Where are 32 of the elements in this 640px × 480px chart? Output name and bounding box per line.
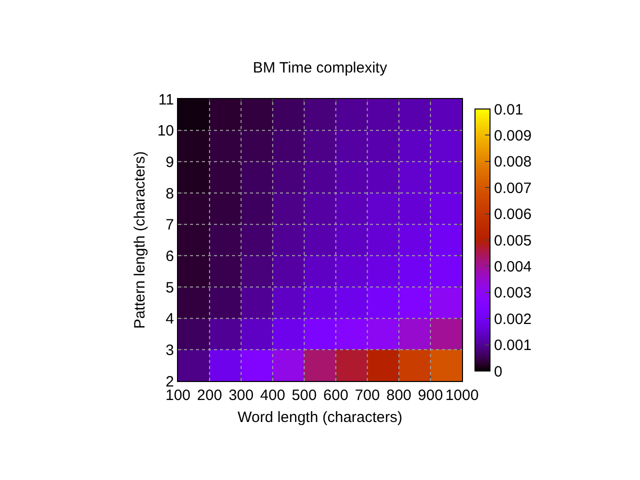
color-bar-label: 0.006 <box>494 206 532 224</box>
x-tick-label: 300 <box>228 387 254 404</box>
color-bar-label: 0.002 <box>494 310 532 328</box>
color-bar-label: 0.01 <box>494 101 524 118</box>
y-tick-label: 7 <box>166 216 174 234</box>
color-bar-label: 0 <box>494 363 502 380</box>
x-tick-label: 200 <box>197 387 222 404</box>
x-tick-label: 800 <box>386 387 412 404</box>
y-tick-label: 3 <box>166 342 174 359</box>
x-tick-label: 1000 <box>445 387 479 404</box>
color-bar-label: 0.007 <box>494 180 532 197</box>
y-tick-label: 11 <box>158 91 174 108</box>
chart-title: BM Time complexity <box>252 59 388 76</box>
color-bar-label: 0.004 <box>494 258 532 276</box>
y-tick-label: 4 <box>166 310 174 328</box>
x-tick-label: 900 <box>418 387 443 404</box>
color-bar-label: 0.003 <box>494 284 532 302</box>
x-tick-label: 400 <box>260 387 286 404</box>
y-tick-label: 5 <box>166 279 174 296</box>
y-tick-label: 8 <box>166 185 174 202</box>
y-tick-label: 10 <box>157 122 174 140</box>
color-bar-label: 0.008 <box>494 154 532 171</box>
color-bar-label: 0.009 <box>494 127 532 144</box>
color-bar-label: 0.001 <box>494 337 532 354</box>
x-tick-label: 700 <box>354 387 380 404</box>
x-tick-label: 600 <box>323 387 348 404</box>
y-axis-title: Pattern length (characters) <box>132 151 149 329</box>
color-bar-label: 0.005 <box>494 232 532 250</box>
y-tick-label: 9 <box>166 154 174 171</box>
x-tick-label: 500 <box>292 387 317 404</box>
x-axis-title: Word length (characters) <box>238 409 402 426</box>
y-tick-label: 6 <box>166 248 174 265</box>
